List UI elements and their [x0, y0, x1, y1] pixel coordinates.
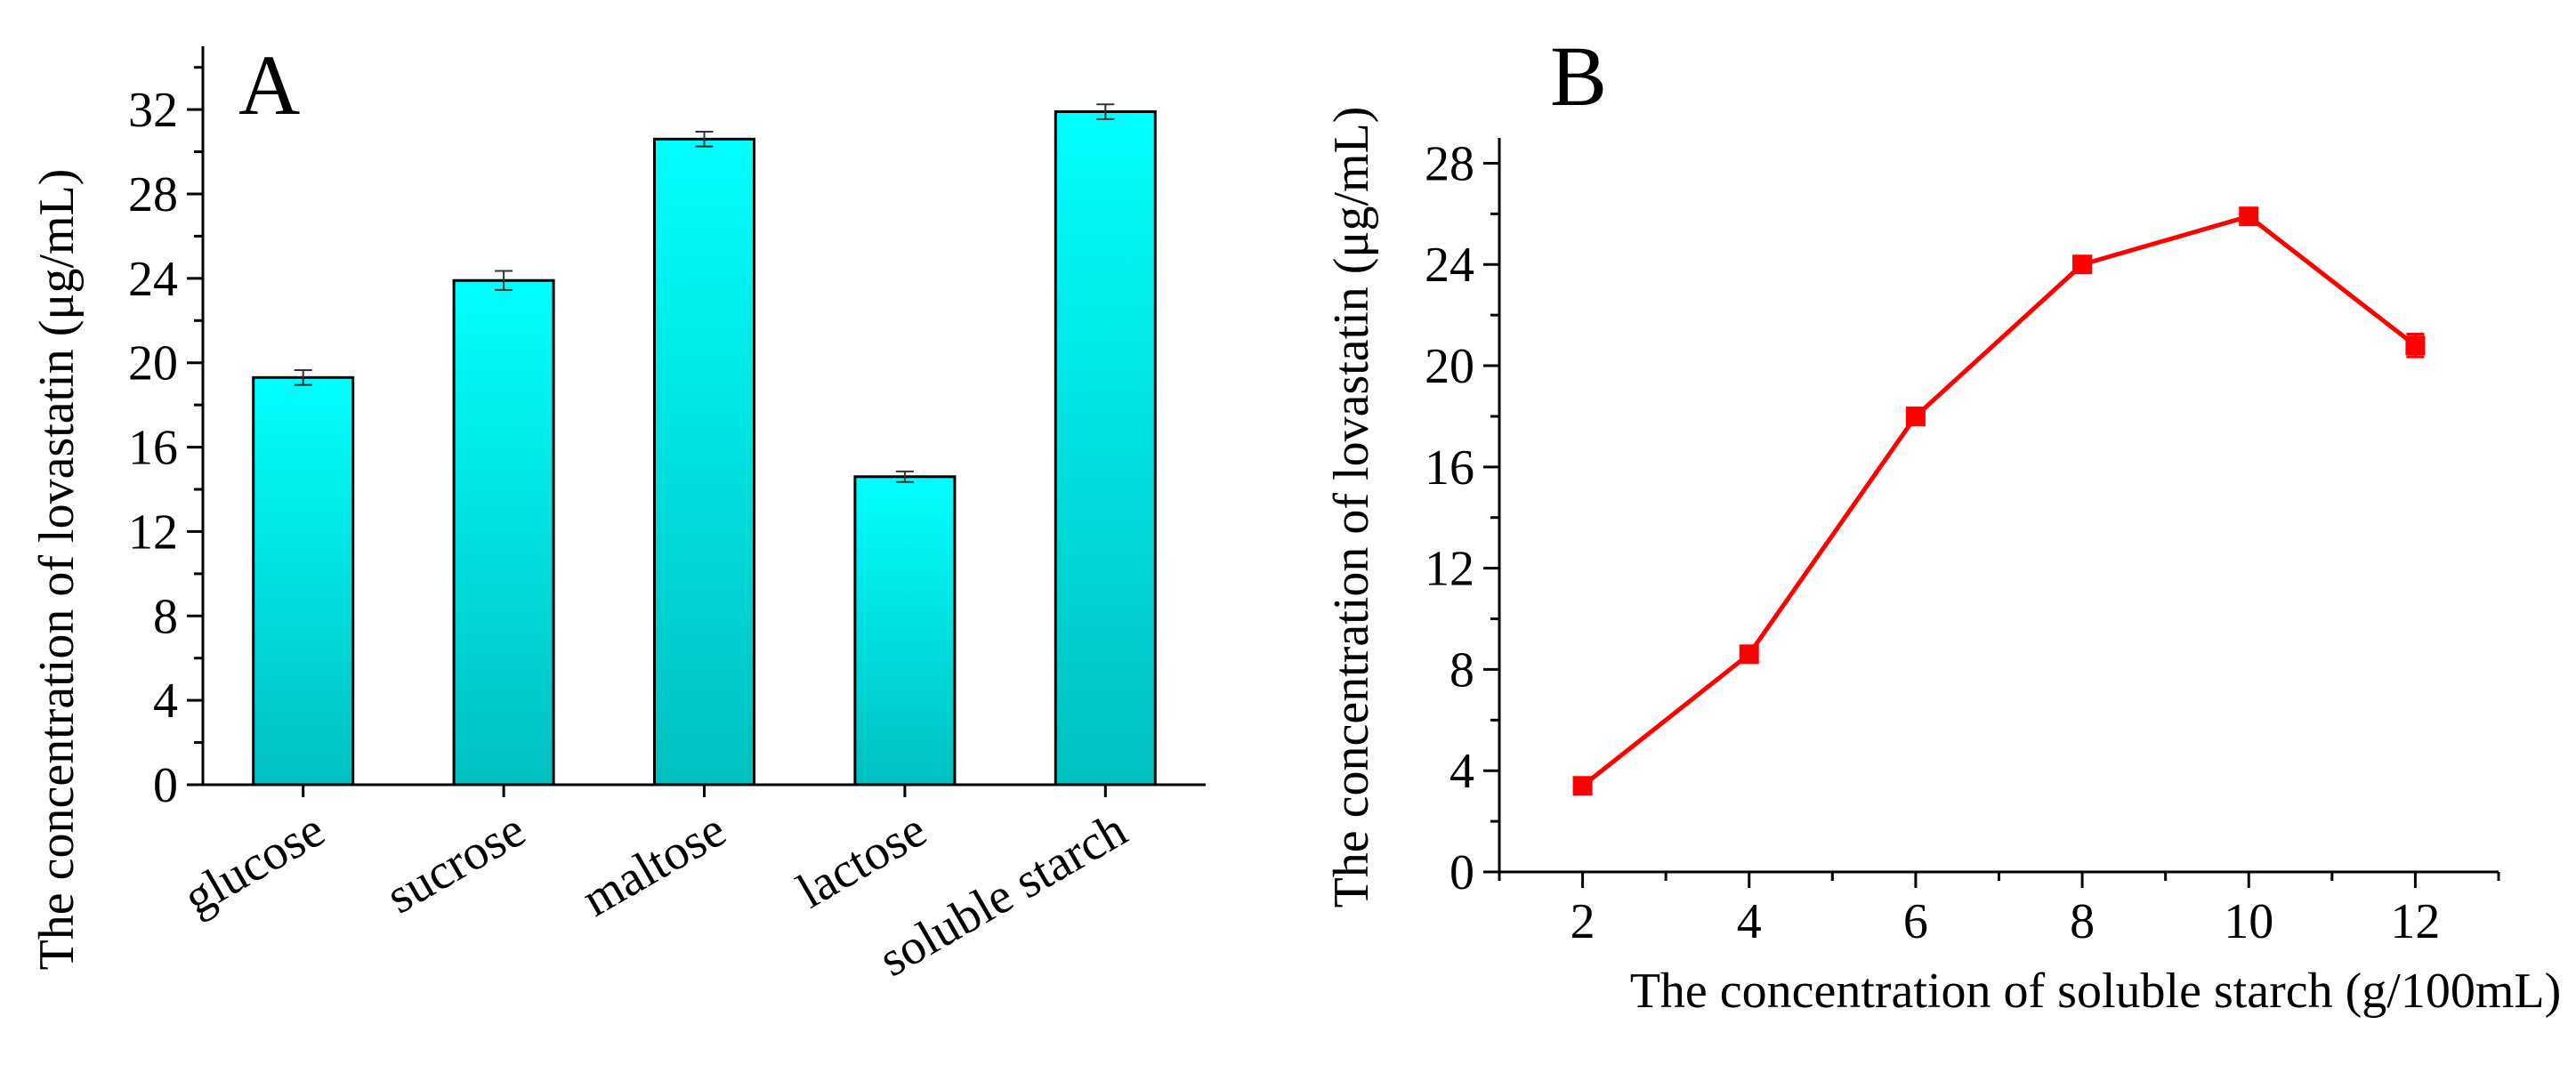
- y-tick-label: 16: [128, 421, 178, 476]
- data-point-x10: [2239, 206, 2259, 227]
- category-label-lactose: lactose: [788, 803, 936, 919]
- y-tick-label: 4: [153, 674, 178, 729]
- y-tick-label: 8: [153, 589, 178, 644]
- x-tick-label: 2: [1571, 894, 1595, 949]
- data-point-x4: [1739, 644, 1759, 665]
- y-tick-label: 28: [1425, 136, 1474, 191]
- bar-soluble-starch: [1054, 110, 1157, 787]
- bar-glucose: [252, 375, 355, 787]
- panel-b-label: B: [1550, 28, 1607, 124]
- data-point-x8: [2072, 254, 2093, 275]
- y-tick-label: 12: [1425, 542, 1474, 597]
- bar-lactose: [853, 475, 957, 787]
- y-tick-label: 32: [128, 83, 178, 138]
- y-tick-label: 16: [1425, 440, 1474, 496]
- panel-a-label: A: [238, 37, 300, 133]
- y-tick-label: 24: [1425, 238, 1474, 293]
- category-label-maltose: maltose: [573, 803, 735, 928]
- panel-a-bar-chart: A The concentration of lovastatin (μg/mL…: [29, 37, 1206, 988]
- y-tick-label: 4: [1450, 744, 1474, 799]
- data-point-x12: [2405, 335, 2426, 356]
- y-tick-label: 0: [1450, 845, 1474, 900]
- y-tick-label: 20: [1425, 339, 1474, 394]
- y-tick-label: 24: [128, 252, 178, 307]
- x-tick-label: 6: [1903, 894, 1928, 949]
- y-tick-label: 12: [128, 504, 178, 560]
- y-tick-label: 28: [128, 167, 178, 222]
- bar-maltose: [653, 137, 755, 787]
- x-tick-label: 10: [2224, 894, 2273, 949]
- y-tick-label: 20: [128, 336, 178, 391]
- bar-sucrose: [452, 278, 555, 787]
- y-tick-label: 0: [153, 758, 178, 813]
- y-tick-label: 8: [1450, 642, 1474, 698]
- panel-b-line-chart: B The concentration of lovastatin (μg/mL…: [1324, 28, 2561, 1019]
- category-label-glucose: glucose: [174, 803, 334, 926]
- panel-a-y-axis-title: The concentration of lovastatin (μg/mL): [29, 169, 85, 971]
- x-tick-label: 12: [2390, 894, 2440, 949]
- series-line: [1581, 214, 2417, 788]
- data-point-x6: [1905, 406, 1926, 426]
- panel-b-y-axis-title: The concentration of lovastatin (μg/mL): [1324, 107, 1379, 908]
- category-label-sucrose: sucrose: [377, 803, 534, 925]
- data-point-x2: [1572, 776, 1593, 796]
- x-tick-label: 8: [2070, 894, 2095, 949]
- x-tick-label: 4: [1737, 894, 1762, 949]
- panel-b-x-axis-title: The concentration of soluble starch (g/1…: [1630, 964, 2562, 1019]
